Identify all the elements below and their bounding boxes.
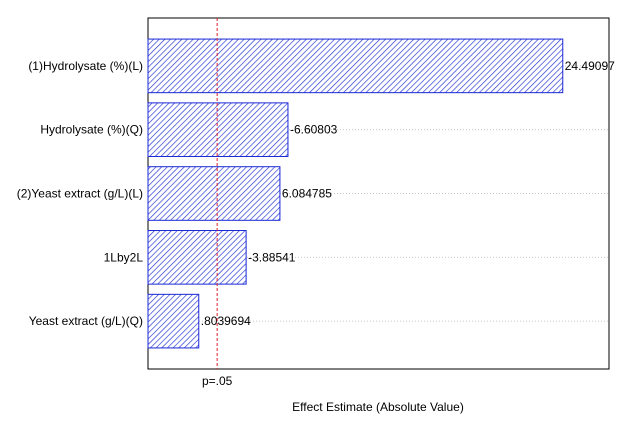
bar xyxy=(147,102,289,157)
value-label: 24.49097 xyxy=(565,59,615,73)
value-label: -3.88541 xyxy=(248,250,296,264)
bars xyxy=(147,38,564,349)
category-label: Yeast extract (g/L)(Q) xyxy=(29,314,143,328)
category-label: (2)Yeast extract (g/L)(L) xyxy=(17,187,143,201)
significance-label: p=.05 xyxy=(202,374,233,388)
bar xyxy=(147,230,247,285)
value-label: .8039694 xyxy=(201,314,251,328)
value-labels: 24.49097 -6.60803 6.084785 -3.88541 .8039694 xyxy=(201,59,615,328)
category-labels: (1)Hydrolysate (%)(L) Hydrolysate (%)(Q) (… xyxy=(17,59,144,328)
category-label: 1Lby2L xyxy=(104,250,144,264)
x-axis-title: Effect Estimate (Absolute Value) xyxy=(292,400,464,414)
value-label: 6.084785 xyxy=(282,187,332,201)
category-label: Hydrolysate (%)(Q) xyxy=(40,123,143,137)
category-label: (1)Hydrolysate (%)(L) xyxy=(28,59,143,73)
bar xyxy=(147,293,200,349)
bar xyxy=(147,166,281,221)
bar xyxy=(147,38,564,94)
value-label: -6.60803 xyxy=(290,123,338,137)
